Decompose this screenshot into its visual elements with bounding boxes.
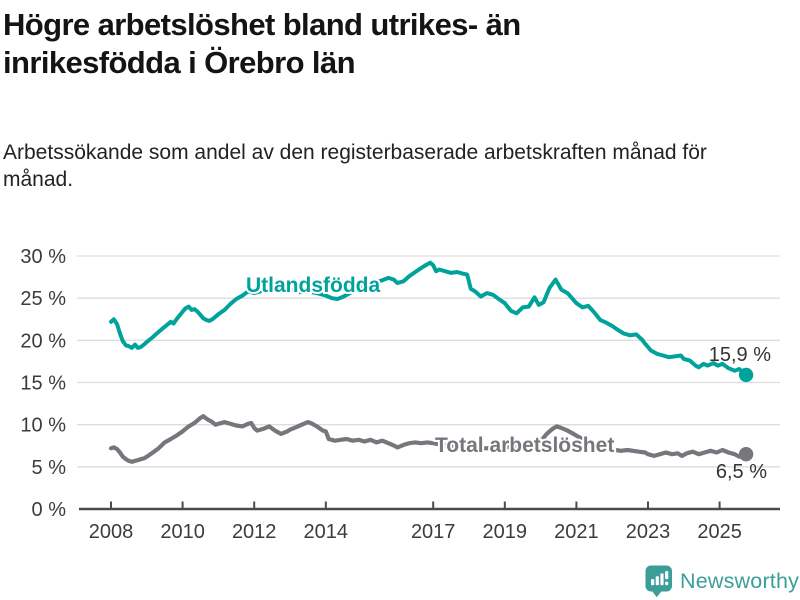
x-tick-label: 2012 [232, 521, 277, 543]
end-value-label-utlandsfodda: 15,9 % [709, 344, 771, 366]
series-label-utlandsfodda: Utlandsfödda [246, 274, 380, 297]
x-tick-label: 2014 [304, 521, 349, 543]
x-tick-label: 2008 [89, 521, 134, 543]
y-tick-label: 5 % [32, 457, 67, 479]
x-tick-label: 2023 [626, 521, 671, 543]
y-tick-label: 25 % [20, 288, 66, 310]
series-end-dot-utlandsfodda [738, 367, 754, 383]
x-tick-label: 2021 [554, 521, 599, 543]
y-tick-label: 30 % [20, 246, 66, 268]
y-tick-label: 20 % [20, 330, 66, 352]
newsworthy-wordmark: Newsworthy [680, 569, 800, 593]
end-value-label-total: 6,5 % [716, 461, 767, 483]
chart-title: Högre arbetslöshet bland utrikes- än inr… [3, 7, 521, 80]
x-axis: 2008 2010 2012 2014 2017 2019 2021 2023 2025 [79, 501, 780, 543]
y-axis-labels: 0 % 5 % 10 % 15 % 20 % 25 % 30 % [20, 246, 66, 521]
series-lines [108, 260, 754, 464]
y-tick-label: 0 % [32, 499, 67, 521]
x-tick-label: 2010 [160, 521, 205, 543]
chart-subtitle: Arbetssökande som andel av den registerb… [3, 141, 707, 191]
series-line-utlandsfodda [109, 260, 749, 377]
series-label-total: Total arbetslöshet [435, 434, 614, 457]
series-line-total [108, 414, 749, 464]
newsworthy-logo[interactable]: Newsworthy [645, 565, 799, 598]
series-end-dot-total [738, 446, 754, 462]
x-tick-label: 2017 [411, 521, 456, 543]
gridlines [77, 255, 780, 468]
x-tick-label: 2025 [697, 521, 742, 543]
newsworthy-bubble-chart-icon [645, 565, 672, 598]
y-tick-label: 15 % [20, 373, 66, 395]
x-tick-label: 2019 [483, 521, 528, 543]
y-tick-label: 10 % [20, 415, 66, 437]
